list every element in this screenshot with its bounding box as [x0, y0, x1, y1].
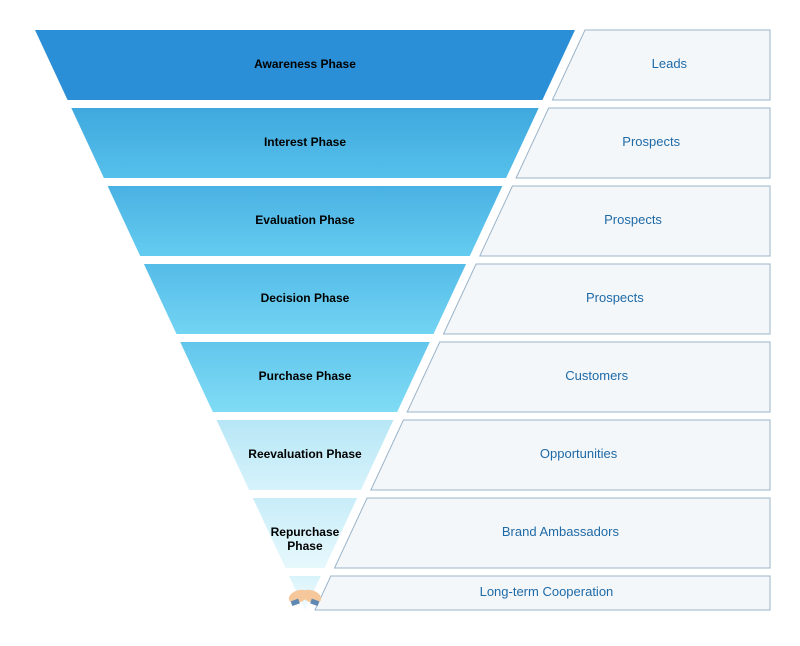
side-box: [407, 342, 770, 412]
side-box: [335, 498, 770, 568]
funnel-svg: [0, 0, 800, 646]
funnel-segment: [35, 30, 575, 100]
side-box: [315, 576, 770, 610]
diagram-stage: Awareness PhaseInterest PhaseEvaluation …: [0, 0, 800, 646]
funnel-segment: [108, 186, 503, 256]
funnel-segment: [71, 108, 538, 178]
side-box: [371, 420, 770, 490]
funnel-segment: [144, 264, 466, 334]
funnel-segment: [217, 420, 394, 490]
side-box: [552, 30, 770, 100]
funnel-segment: [180, 342, 430, 412]
side-box: [516, 108, 770, 178]
side-box: [480, 186, 770, 256]
side-box: [443, 264, 770, 334]
